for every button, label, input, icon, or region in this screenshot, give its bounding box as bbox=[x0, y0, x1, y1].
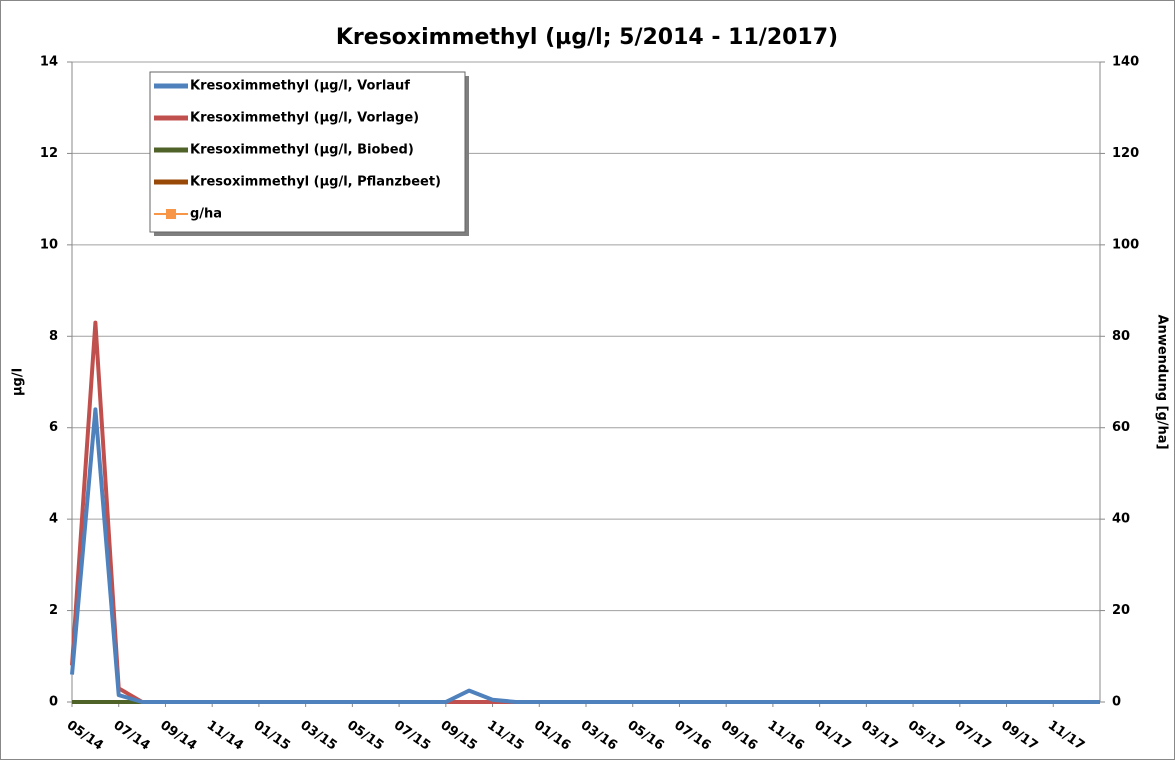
y2-tick-label: 20 bbox=[1112, 603, 1130, 618]
y2-tick-label: 100 bbox=[1112, 237, 1139, 252]
y-tick-label: 4 bbox=[49, 512, 58, 527]
y2-tick-label: 140 bbox=[1112, 55, 1139, 70]
y-tick-label: 6 bbox=[49, 420, 58, 435]
legend-label: Kresoximmethyl (µg/l, Vorlauf bbox=[190, 79, 410, 94]
y-tick-label: 0 bbox=[49, 695, 58, 710]
y2-tick-label: 80 bbox=[1112, 329, 1130, 344]
y-tick-label: 14 bbox=[40, 55, 58, 70]
legend-box bbox=[149, 71, 466, 233]
y-tick-label: 10 bbox=[40, 237, 58, 252]
legend-marker bbox=[166, 209, 176, 219]
legend-label: g/ha bbox=[190, 207, 222, 222]
y2-tick-label: 0 bbox=[1112, 695, 1121, 710]
legend-label: Kresoximmethyl (µg/l, Pflanzbeet) bbox=[190, 175, 441, 190]
legend-label: Kresoximmethyl (µg/l, Vorlage) bbox=[190, 111, 419, 126]
series-line bbox=[70, 407, 1100, 704]
legend: Kresoximmethyl (µg/l, Vorlauf Kresoximmet… bbox=[149, 71, 469, 236]
legend-label: Kresoximmethyl (µg/l, Biobed) bbox=[190, 143, 414, 158]
y-tick-label: 8 bbox=[49, 329, 58, 344]
y2-tick-label: 120 bbox=[1112, 146, 1139, 161]
y2-tick-label: 60 bbox=[1112, 420, 1130, 435]
y2-axis-label: Anwendung [g/ha] bbox=[1155, 314, 1170, 449]
y-axis-label: µg/l bbox=[11, 368, 26, 396]
chart-title: Kresoximmethyl (µg/l; 5/2014 - 11/2017) bbox=[336, 25, 838, 50]
y2-tick-label: 40 bbox=[1112, 512, 1130, 527]
y-tick-label: 12 bbox=[40, 146, 58, 161]
y-tick-label: 2 bbox=[49, 603, 58, 618]
